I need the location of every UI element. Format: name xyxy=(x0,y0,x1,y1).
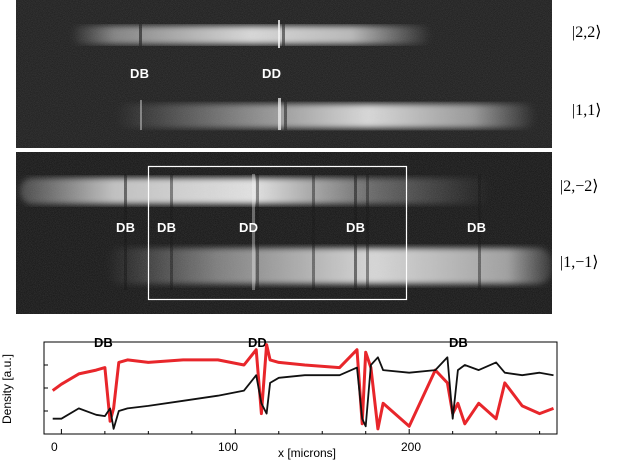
bottom-label-db-3: DB xyxy=(346,220,366,235)
y-axis-label: Density [a.u.] xyxy=(0,353,15,425)
black-density-line xyxy=(52,356,554,430)
plot-axes xyxy=(43,341,558,435)
bottom-image-graphic xyxy=(16,152,552,314)
state-ket-2-2: |2,2⟩ xyxy=(572,24,602,41)
state-ket-1-minus-1: |1,−1⟩ xyxy=(560,254,599,271)
bottom-absorption-image xyxy=(16,152,552,314)
plot-lines xyxy=(51,343,555,431)
bottom-label-dd: DD xyxy=(239,220,259,235)
red-density-line xyxy=(51,343,555,431)
state-ket-1-1: |1,1⟩ xyxy=(572,102,602,119)
state-ket-2-minus-2: |2,−2⟩ xyxy=(560,178,599,195)
top-image-graphic xyxy=(16,0,552,148)
region-of-interest-frame xyxy=(147,165,408,301)
x-axis-label: x [microns] xyxy=(278,446,337,460)
plot-label-db-left: DB xyxy=(94,335,113,350)
top-label-dd: DD xyxy=(262,66,282,81)
x-tick-200: 200 xyxy=(401,440,422,454)
plot-frame xyxy=(43,341,558,435)
top-label-db: DB xyxy=(130,66,150,81)
top-absorption-image xyxy=(16,0,552,148)
bottom-label-db-2: DB xyxy=(157,220,177,235)
plot-label-dd: DD xyxy=(248,335,267,350)
x-tick-100: 100 xyxy=(218,440,239,454)
bottom-label-db-4: DB xyxy=(467,220,487,235)
plot-label-db-right: DB xyxy=(449,335,468,350)
bottom-label-db-1: DB xyxy=(116,220,136,235)
x-tick-0: 0 xyxy=(51,440,58,454)
